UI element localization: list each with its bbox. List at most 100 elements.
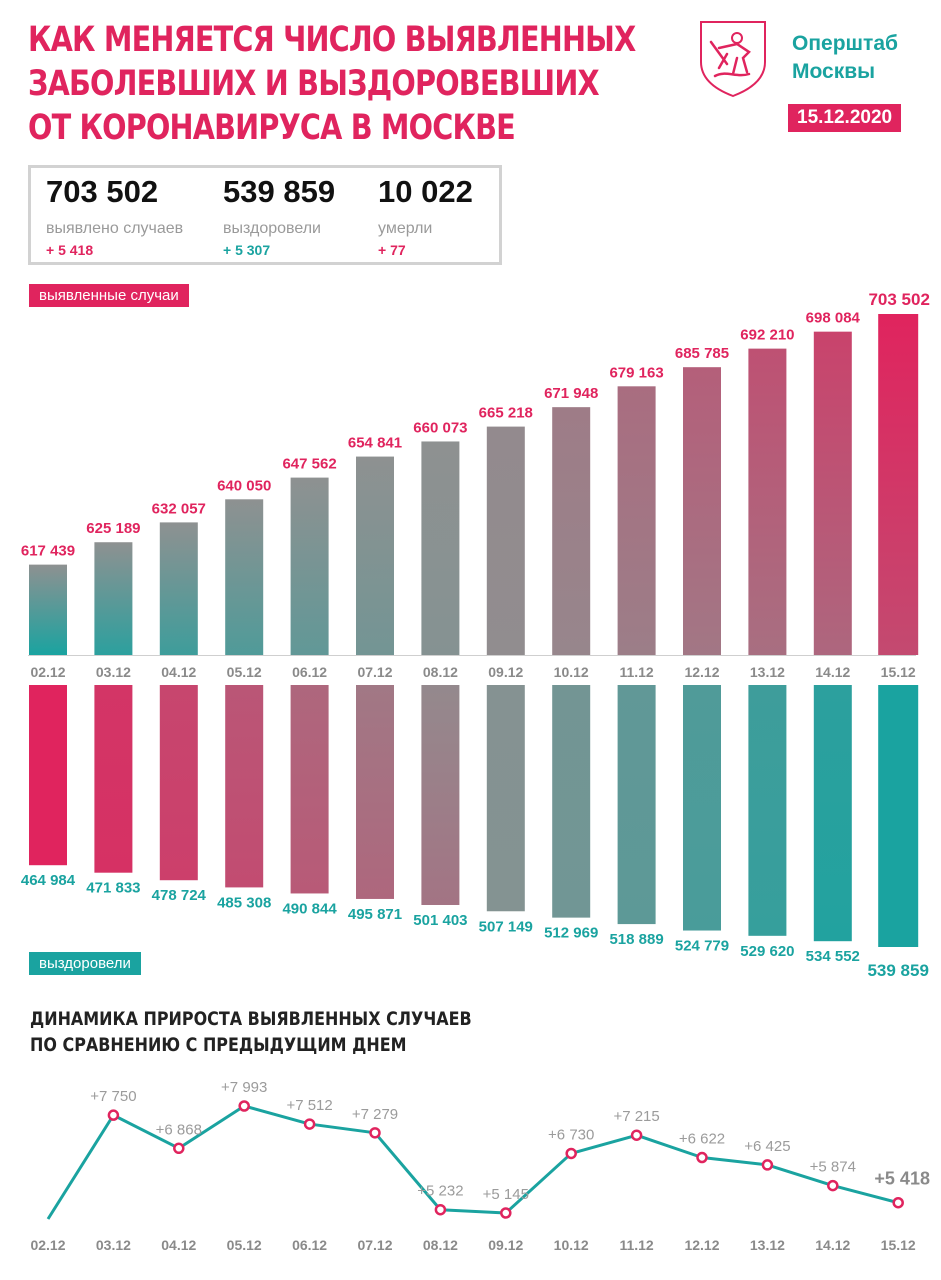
- recovered-bar: [486, 685, 525, 912]
- recovered-value-label: 478 724: [152, 887, 207, 904]
- summary-deaths: 10 022 умерли + 77: [378, 173, 473, 259]
- date-tick-label: 06.12: [292, 664, 327, 680]
- date-tick-label: 13.12: [750, 664, 785, 680]
- recovered-value-label: 539 859: [867, 961, 928, 980]
- growth-value-label: +7 750: [90, 1088, 136, 1105]
- summary-recovered-delta: + 5 307: [223, 242, 271, 258]
- recovered-bar: [748, 685, 787, 936]
- summary-recovered-value: 539 859: [223, 174, 336, 209]
- date-tick-label: 03.12: [96, 664, 131, 680]
- growth-point: [761, 1159, 774, 1171]
- recovered-value-label: 518 889: [609, 931, 663, 948]
- date-tick-label: 15.12: [881, 664, 916, 680]
- recovered-value-label: 464 984: [21, 872, 76, 889]
- cases-value-label: 698 084: [806, 310, 861, 327]
- cases-value-label: 640 050: [217, 477, 271, 494]
- date-tick-label: 14.12: [815, 664, 850, 680]
- growth-value-label: +5 232: [417, 1183, 463, 1200]
- cases-value-label: 660 073: [413, 419, 467, 436]
- recovered-value-label: 529 620: [740, 943, 794, 960]
- cases-value-label: 685 785: [675, 345, 729, 362]
- recovered-value-label: 512 969: [544, 925, 598, 942]
- growth-value-label: +6 425: [744, 1138, 790, 1155]
- page-title: КАК МЕНЯЕТСЯ ЧИСЛО ВЫЯВЛЕННЫХ ЗАБОЛЕВШИХ…: [28, 18, 636, 150]
- cases-bar: [421, 441, 460, 655]
- growth-value-label: +7 512: [286, 1097, 332, 1114]
- cases-value-label: 647 562: [282, 456, 336, 473]
- recovered-value-label: 485 308: [217, 894, 271, 911]
- recovered-bar: [159, 685, 198, 881]
- growth-date-tick-label: 02.12: [30, 1237, 65, 1253]
- growth-point: [696, 1151, 708, 1164]
- cases-value-label: 625 189: [86, 520, 140, 537]
- title-line-2: ЗАБОЛЕВШИХ И ВЫЗДОРОВЕВШИХ: [28, 64, 600, 104]
- cases-bar: [225, 499, 264, 655]
- growth-line: [46, 1104, 899, 1220]
- cases-bar: [878, 314, 919, 655]
- cases-value-label: 679 163: [609, 364, 663, 381]
- cases-bar: [290, 477, 329, 655]
- date-tick-label: 09.12: [488, 664, 523, 680]
- recovered-value-label: 495 871: [348, 906, 402, 923]
- recovered-legend-tag: выздоровели: [29, 952, 141, 975]
- growth-value-label: +5 145: [483, 1186, 529, 1203]
- recovered-bar: [29, 685, 67, 866]
- cases-bar: [29, 564, 67, 655]
- growth-date-tick-label: 03.12: [96, 1237, 131, 1253]
- growth-point: [500, 1207, 512, 1219]
- cases-value-label: 703 502: [868, 290, 929, 309]
- recovered-bar: [813, 685, 852, 942]
- date-tick-label: 11.12: [619, 664, 653, 680]
- recovered-bar: [878, 685, 919, 947]
- cases-value-label: 654 841: [348, 435, 402, 452]
- date-tick-label: 02.12: [30, 664, 65, 680]
- moscow-coat-of-arms-icon: [700, 21, 766, 98]
- recovered-bar: [94, 685, 133, 873]
- line-chart-title-line-1: ДИНАМИКА ПРИРОСТА ВЫЯВЛЕННЫХ СЛУЧАЕВ: [30, 1008, 472, 1030]
- growth-date-tick-label: 05.12: [227, 1237, 262, 1253]
- growth-date-tick-label: 10.12: [554, 1237, 589, 1253]
- growth-value-label: +7 279: [352, 1106, 398, 1123]
- recovered-value-label: 534 552: [806, 948, 860, 965]
- growth-point: [369, 1127, 381, 1139]
- growth-value-label: +6 622: [679, 1131, 725, 1148]
- recovered-bar: [683, 685, 721, 931]
- summary-cases: 703 502 выявлено случаев + 5 418: [46, 173, 183, 259]
- cases-bar: [617, 386, 656, 655]
- recovered-value-label: 471 833: [86, 880, 140, 897]
- summary-deaths-value: 10 022: [378, 174, 473, 209]
- title-line-1: КАК МЕНЯЕТСЯ ЧИСЛО ВЫЯВЛЕННЫХ: [28, 20, 636, 60]
- date-tick-label: 07.12: [357, 664, 392, 680]
- date-tick-label: 05.12: [227, 664, 262, 680]
- recovered-bar: [421, 685, 460, 905]
- org-name: Оперштаб Москвы: [792, 30, 898, 86]
- summary-cases-delta: + 5 418: [46, 242, 94, 258]
- growth-value-label: +5 874: [810, 1159, 856, 1176]
- cases-bar: [356, 456, 394, 655]
- summary-deaths-label: умерли: [378, 220, 433, 237]
- growth-value-label: +7 993: [221, 1079, 267, 1096]
- growth-point: [630, 1129, 643, 1141]
- date-badge: 15.12.2020: [788, 104, 902, 132]
- growth-point: [303, 1118, 316, 1130]
- summary-recovered: 539 859 выздоровели + 5 307: [223, 173, 335, 259]
- date-tick-label: 08.12: [423, 664, 458, 680]
- cases-value-label: 617 439: [21, 543, 75, 560]
- growth-date-tick-label: 12.12: [684, 1237, 719, 1253]
- growth-line-chart: 02.12 +7 750 03.12 +6 868 04.12 +7 993 05.12 +7…: [30, 1079, 930, 1253]
- recovered-bar: [290, 685, 329, 894]
- cases-legend-tag: выявленные случаи: [29, 284, 189, 307]
- summary-cases-value: 703 502: [46, 174, 159, 209]
- growth-point: [827, 1179, 839, 1192]
- cases-value-label: 692 210: [740, 327, 794, 344]
- cases-value-label: 665 218: [479, 405, 533, 422]
- growth-point: [565, 1147, 577, 1160]
- title-line-3: ОТ КОРОНАВИРУСА В МОСКВЕ: [28, 108, 516, 148]
- growth-point: [238, 1100, 250, 1112]
- org-name-line-2: Москвы: [792, 60, 876, 83]
- line-chart-title: ДИНАМИКА ПРИРОСТА ВЫЯВЛЕННЫХ СЛУЧАЕВ ПО …: [30, 1006, 472, 1058]
- cases-value-label: 671 948: [544, 385, 598, 402]
- summary-recovered-label: выздоровели: [223, 220, 321, 237]
- cases-bar: [683, 367, 721, 655]
- growth-date-tick-label: 11.12: [619, 1237, 653, 1253]
